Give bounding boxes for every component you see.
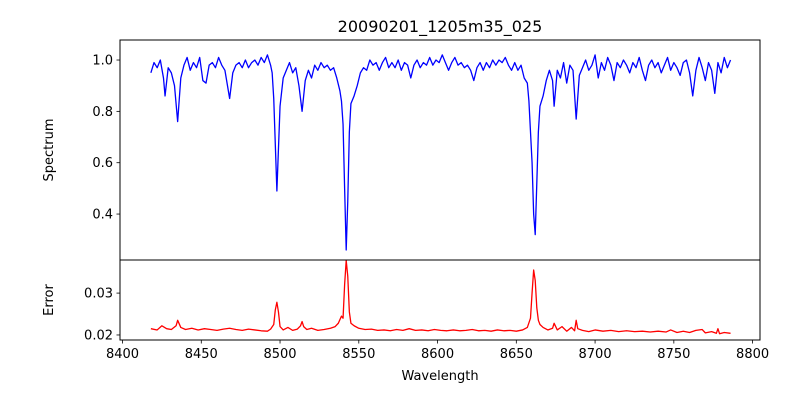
spectrum-y-tick-label: 0.6 (92, 156, 113, 171)
error-y-tick-label: 0.02 (84, 328, 113, 343)
spectrum-y-tick-label: 1.0 (92, 54, 113, 69)
x-tick-label: 8600 (421, 347, 454, 362)
x-tick-label: 8800 (736, 347, 769, 362)
x-tick-label: 8700 (579, 347, 612, 362)
x-axis-label: Wavelength (401, 369, 478, 384)
spectrum-axes-frame (119, 39, 761, 261)
y-axis-label-spectrum: Spectrum (42, 119, 57, 182)
error-line (150, 259, 731, 335)
error-y-tick-label: 0.03 (84, 287, 113, 302)
x-tick-label: 8550 (342, 347, 375, 362)
x-tick-label: 8500 (263, 347, 296, 362)
x-tick-label: 8750 (657, 347, 690, 362)
spectrum-y-tick-label: 0.8 (92, 105, 113, 120)
x-tick-label: 8400 (106, 347, 139, 362)
chart-title: 20090201_1205m35_025 (338, 17, 543, 37)
x-tick-label: 8650 (500, 347, 533, 362)
error-axes-frame (119, 259, 761, 341)
spectrum-line (150, 54, 732, 251)
spectrum-y-tick-label: 0.4 (92, 208, 113, 223)
y-axis-label-error: Error (42, 284, 57, 316)
x-tick-label: 8450 (185, 347, 218, 362)
